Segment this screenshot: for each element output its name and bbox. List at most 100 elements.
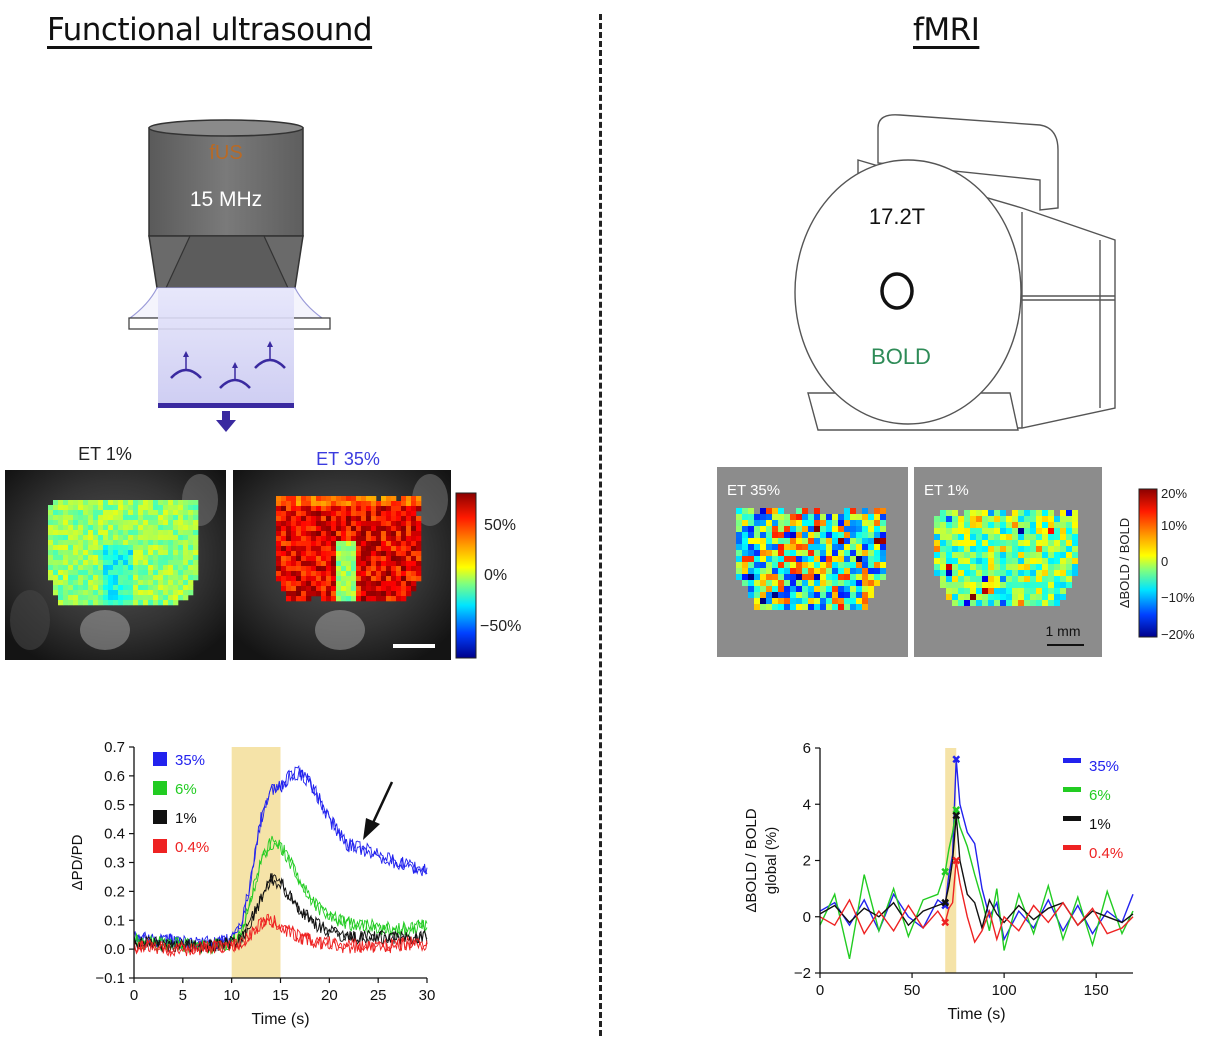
map-pixel <box>401 526 407 532</box>
map-pixel <box>331 526 337 532</box>
map-pixel <box>113 530 119 536</box>
map-pixel <box>946 510 952 516</box>
map-pixel <box>826 568 832 574</box>
map-pixel <box>820 556 826 562</box>
map-pixel <box>58 520 64 526</box>
map-pixel <box>356 581 362 587</box>
map-pixel <box>1012 600 1018 606</box>
map-pixel <box>291 591 297 597</box>
map-pixel <box>970 600 976 606</box>
map-pixel <box>874 514 880 520</box>
map-pixel <box>321 581 327 587</box>
map-pixel <box>970 570 976 576</box>
x-tick-label: 100 <box>992 982 1017 999</box>
fus-scale-bar <box>393 644 435 648</box>
map-pixel <box>754 592 760 598</box>
map-pixel <box>1000 552 1006 558</box>
map-pixel <box>814 604 820 610</box>
map-pixel <box>148 550 154 556</box>
map-pixel <box>356 561 362 567</box>
map-pixel <box>128 590 134 596</box>
map-pixel <box>331 496 337 502</box>
map-pixel <box>143 540 149 546</box>
map-pixel <box>748 592 754 598</box>
map-pixel <box>188 585 194 591</box>
map-pixel <box>970 594 976 600</box>
map-pixel <box>381 596 387 602</box>
map-pixel <box>790 604 796 610</box>
map-pixel <box>784 520 790 526</box>
map-pixel <box>133 530 139 536</box>
map-pixel <box>163 520 169 526</box>
map-pixel <box>790 550 796 556</box>
map-pixel <box>1072 570 1078 576</box>
map-pixel <box>286 596 292 602</box>
map-pixel <box>742 526 748 532</box>
map-pixel <box>396 501 402 507</box>
map-pixel <box>988 534 994 540</box>
map-pixel <box>868 556 874 562</box>
map-pixel <box>341 566 347 572</box>
map-pixel <box>143 565 149 571</box>
map-pixel <box>301 531 307 537</box>
map-pixel <box>98 580 104 586</box>
map-pixel <box>1024 540 1030 546</box>
map-pixel <box>406 576 412 582</box>
map-pixel <box>742 574 748 580</box>
map-pixel <box>276 556 282 562</box>
map-pixel <box>366 566 372 572</box>
map-pixel <box>168 505 174 511</box>
map-pixel <box>183 515 189 521</box>
panel-divider <box>599 14 602 1036</box>
map-pixel <box>326 526 332 532</box>
map-pixel <box>63 570 69 576</box>
map-pixel <box>153 520 159 526</box>
map-pixel <box>366 516 372 522</box>
map-pixel <box>850 514 856 520</box>
map-pixel <box>158 530 164 536</box>
map-pixel <box>1036 600 1042 606</box>
map-pixel <box>143 570 149 576</box>
map-pixel <box>291 571 297 577</box>
map-pixel <box>964 516 970 522</box>
map-pixel <box>826 574 832 580</box>
map-pixel <box>1030 594 1036 600</box>
map-pixel <box>778 532 784 538</box>
map-pixel <box>401 541 407 547</box>
map-pixel <box>1042 594 1048 600</box>
map-pixel <box>802 532 808 538</box>
map-pixel <box>331 546 337 552</box>
map-pixel <box>832 532 838 538</box>
map-pixel <box>1018 528 1024 534</box>
map-pixel <box>1024 570 1030 576</box>
map-pixel <box>778 592 784 598</box>
y-tick-label: 0.1 <box>104 912 125 929</box>
map-pixel <box>158 545 164 551</box>
map-pixel <box>1024 516 1030 522</box>
map-pixel <box>128 545 134 551</box>
map-pixel <box>850 526 856 532</box>
map-pixel <box>361 526 367 532</box>
map-pixel <box>1024 600 1030 606</box>
map-pixel <box>188 505 194 511</box>
map-pixel <box>331 516 337 522</box>
map-pixel <box>178 525 184 531</box>
map-pixel <box>68 565 74 571</box>
map-pixel <box>276 536 282 542</box>
map-pixel <box>128 535 134 541</box>
map-pixel <box>68 585 74 591</box>
map-pixel <box>153 565 159 571</box>
map-pixel <box>68 555 74 561</box>
map-pixel <box>68 590 74 596</box>
map-pixel <box>371 546 377 552</box>
map-pixel <box>301 516 307 522</box>
map-pixel <box>1030 540 1036 546</box>
map-pixel <box>178 555 184 561</box>
fus-colorbar-tick: 0% <box>484 567 507 584</box>
map-pixel <box>1000 600 1006 606</box>
map-pixel <box>326 581 332 587</box>
y-axis-label: ΔPD/PD <box>69 834 86 890</box>
map-pixel <box>856 568 862 574</box>
map-pixel <box>68 600 74 606</box>
